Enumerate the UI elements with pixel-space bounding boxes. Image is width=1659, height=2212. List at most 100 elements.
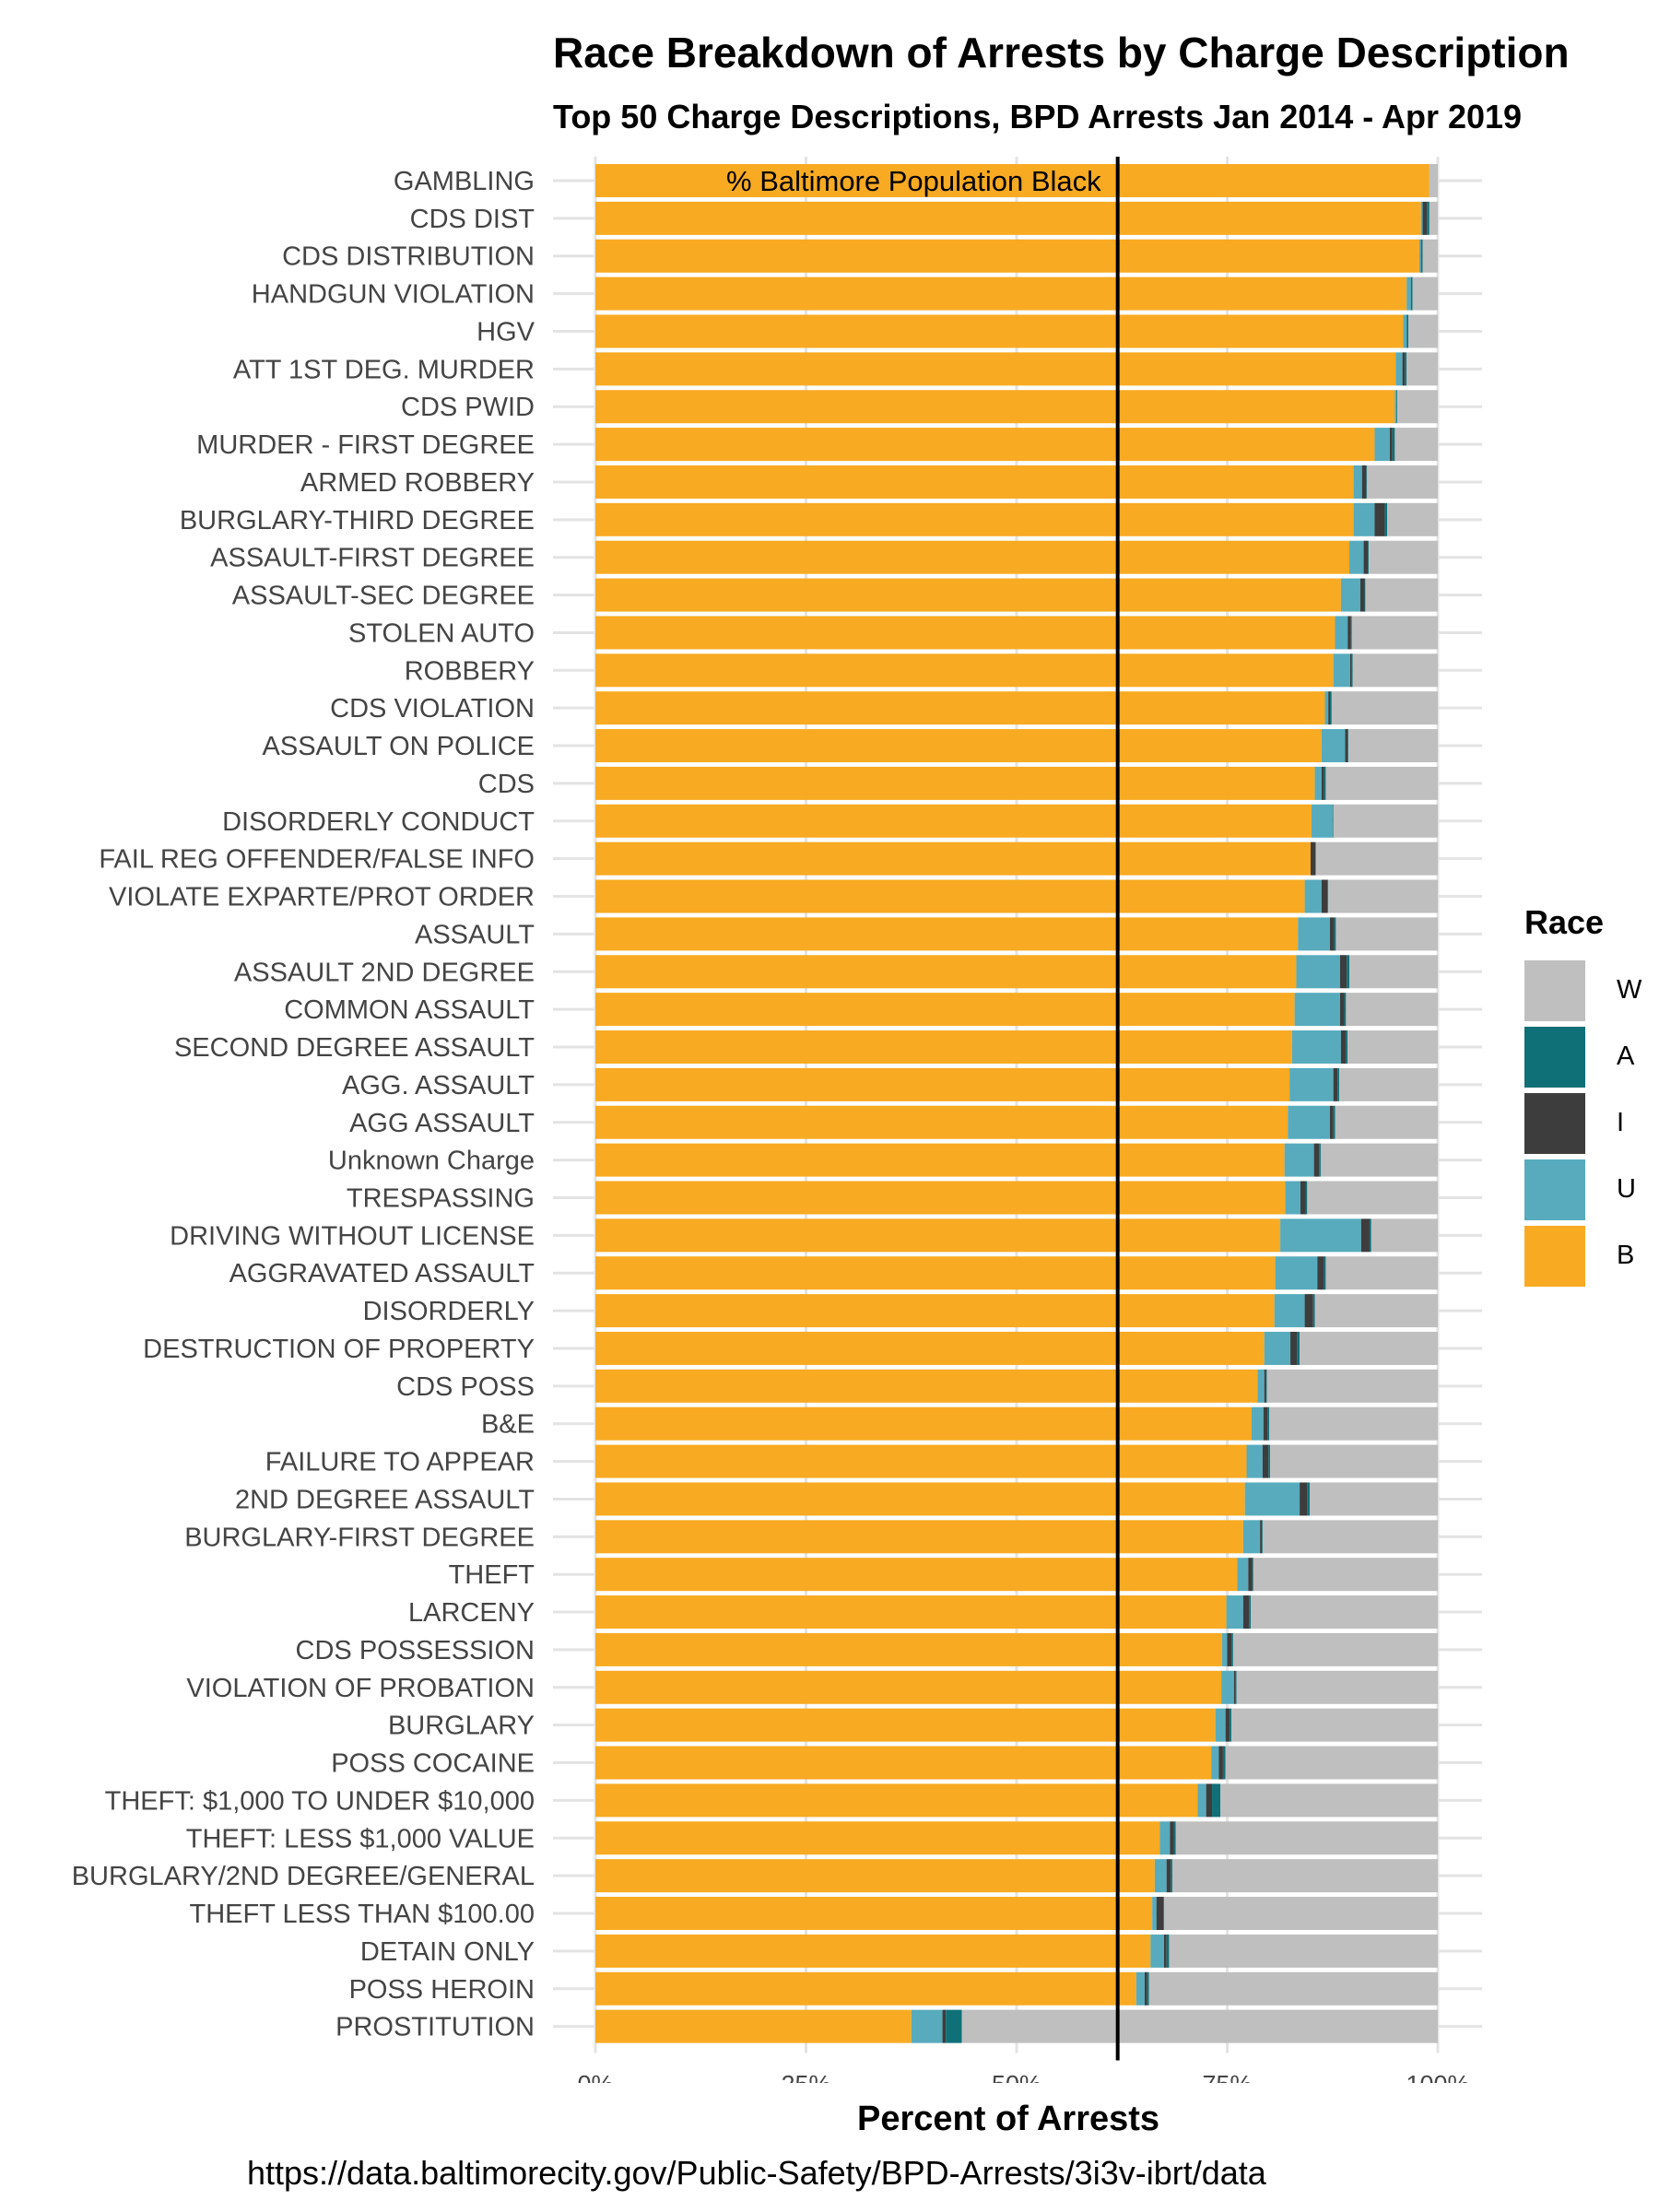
bar-segment-I bbox=[1389, 428, 1393, 462]
bar-segment-U bbox=[1314, 766, 1322, 800]
category-label: ROBBERY bbox=[405, 656, 535, 686]
bar-segment-B bbox=[595, 1369, 1258, 1403]
bar-segment-U bbox=[1226, 1595, 1243, 1630]
bar-segment-A bbox=[1312, 1294, 1315, 1328]
bar-segment-B bbox=[595, 465, 1354, 499]
category-label: THEFT: $1,000 TO UNDER $10,000 bbox=[105, 1786, 535, 1816]
bar-segment-U bbox=[1340, 578, 1360, 612]
bar-segment-U bbox=[911, 2009, 943, 2043]
bar-segment-W bbox=[1220, 1783, 1438, 1818]
category-label: CDS DIST bbox=[410, 205, 535, 234]
bar-segment-B bbox=[595, 1482, 1245, 1516]
bar-segment-B bbox=[595, 841, 1311, 876]
bar-segment-W bbox=[1408, 314, 1438, 348]
bar-segment-A bbox=[1396, 390, 1398, 424]
bar-segment-W bbox=[961, 2009, 1438, 2043]
bar-segment-A bbox=[1166, 1934, 1170, 1968]
legend-label: I bbox=[1617, 1108, 1625, 1137]
bar-segment-I bbox=[1360, 1218, 1370, 1253]
bar-segment-W bbox=[1333, 804, 1438, 838]
bar-segment-B bbox=[595, 1294, 1275, 1328]
bar-segment-U bbox=[1394, 390, 1397, 424]
bar-segment-W bbox=[1335, 1105, 1438, 1139]
bar-segment-U bbox=[1335, 616, 1348, 650]
bar-segment-W bbox=[1412, 276, 1438, 311]
bar-segment-B bbox=[595, 691, 1325, 725]
bar-segment-I bbox=[942, 2009, 947, 2043]
bar-segment-U bbox=[1298, 917, 1331, 951]
bar-segment-W bbox=[1169, 1934, 1438, 1968]
bar-segment-U bbox=[1211, 1746, 1219, 1780]
bar-segment-A bbox=[1173, 1821, 1176, 1855]
legend-items: W A I U B bbox=[1524, 960, 1641, 1292]
category-label: DISORDERLY CONDUCT bbox=[222, 807, 535, 837]
legend-label: W bbox=[1617, 975, 1642, 1005]
bar-segment-A bbox=[1230, 1708, 1232, 1742]
bar-segment-W bbox=[1325, 1256, 1438, 1290]
bar-segment-I bbox=[1347, 616, 1351, 650]
bar-segment-I bbox=[1263, 1406, 1268, 1441]
bar-segment-A bbox=[1235, 1670, 1237, 1704]
category-label: HGV bbox=[477, 317, 535, 347]
category-label: HANDGUN VIOLATION bbox=[252, 280, 535, 310]
bar-segment-B bbox=[595, 729, 1322, 763]
bar-segment-W bbox=[1300, 1331, 1438, 1365]
bar-segment-W bbox=[1349, 955, 1438, 989]
bar-segment-W bbox=[1335, 917, 1438, 951]
bar-segment-U bbox=[1304, 879, 1322, 913]
bar-segment-I bbox=[1422, 201, 1428, 235]
category-label: POSS HEROIN bbox=[349, 1975, 535, 2005]
bar-segment-B bbox=[595, 239, 1419, 273]
bar-segment-A bbox=[1163, 1897, 1164, 1931]
bar-segment-U bbox=[1418, 239, 1421, 273]
bar-segment-A bbox=[1406, 314, 1409, 348]
category-label: ATT 1ST DEG. MURDER bbox=[233, 355, 535, 384]
bar-segment-U bbox=[1284, 1143, 1314, 1177]
category-label: DRIVING WITHOUT LICENSE bbox=[170, 1221, 535, 1251]
bar-segment-U bbox=[1395, 352, 1403, 386]
bar-segment-U bbox=[1333, 653, 1350, 688]
bar-segment-A bbox=[1332, 804, 1334, 838]
bar-segment-I bbox=[1310, 841, 1316, 876]
bar-segment-A bbox=[1347, 955, 1350, 989]
bar-segment-U bbox=[1242, 1520, 1261, 1554]
bar-segment-I bbox=[1361, 465, 1367, 499]
category-label: BURGLARY-FIRST DEGREE bbox=[184, 1523, 535, 1552]
x-tick-label: 100% bbox=[1406, 2071, 1469, 2084]
bar-segment-W bbox=[1369, 540, 1438, 574]
bar-segment-W bbox=[1175, 1821, 1438, 1855]
bar-segment-W bbox=[1172, 1859, 1438, 1893]
bar-segment-B bbox=[595, 653, 1334, 688]
bar-segment-W bbox=[1367, 465, 1438, 499]
bar-segment-A bbox=[1351, 653, 1353, 688]
bar-segment-I bbox=[1374, 502, 1385, 536]
category-label: BURGLARY/2ND DEGREE/GENERAL bbox=[72, 1862, 535, 1891]
bar-segment-A bbox=[1327, 879, 1329, 913]
bar-segment-I bbox=[1359, 578, 1365, 612]
bar-segment-B bbox=[595, 276, 1407, 311]
bar-segment-U bbox=[1257, 1369, 1265, 1403]
bar-segment-I bbox=[1156, 1897, 1164, 1931]
bar-segment-B bbox=[595, 1783, 1198, 1818]
bar-segment-U bbox=[1324, 691, 1329, 725]
bar-segment-B bbox=[595, 804, 1312, 838]
category-label: FAIL REG OFFENDER/FALSE INFO bbox=[99, 845, 535, 875]
bar-segment-B bbox=[595, 616, 1335, 650]
legend-item-W: W bbox=[1524, 960, 1641, 1027]
bar-segment-W bbox=[1328, 879, 1438, 913]
category-label: ASSAULT ON POLICE bbox=[263, 732, 535, 761]
bar-segment-U bbox=[1244, 1482, 1300, 1516]
category-label: 2ND DEGREE ASSAULT bbox=[235, 1485, 535, 1514]
bar-segment-I bbox=[1225, 1708, 1230, 1742]
bar-segment-U bbox=[1222, 1632, 1228, 1666]
bar-segment-A bbox=[1171, 1859, 1173, 1893]
category-label: CDS POSS bbox=[396, 1372, 535, 1402]
bar-segment-W bbox=[1270, 1444, 1438, 1478]
category-label: CDS POSSESSION bbox=[296, 1636, 535, 1665]
bar-segment-I bbox=[1166, 1859, 1171, 1893]
bar-segment-A bbox=[1405, 352, 1407, 386]
bar-segment-A bbox=[1346, 1030, 1348, 1065]
bar-segment-W bbox=[1314, 1294, 1438, 1328]
legend-title: Race bbox=[1524, 903, 1605, 941]
bar-segment-A bbox=[1222, 1746, 1226, 1780]
